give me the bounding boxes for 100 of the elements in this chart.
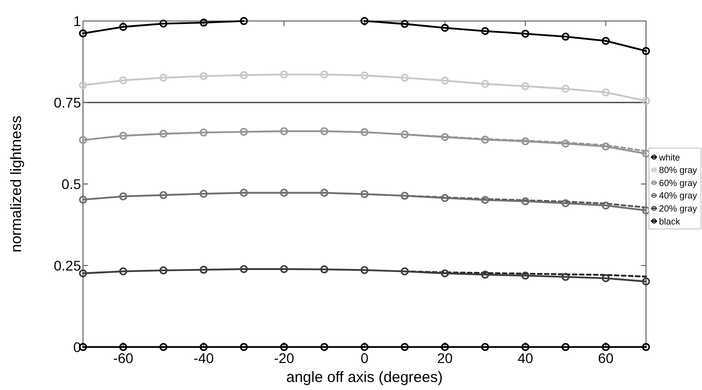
point <box>79 269 87 278</box>
legend-label: black <box>659 216 681 226</box>
point <box>159 74 168 82</box>
point <box>240 343 248 351</box>
point <box>200 128 208 136</box>
point <box>440 343 449 351</box>
point <box>159 130 168 138</box>
point <box>79 136 87 144</box>
point <box>521 272 530 280</box>
point <box>240 188 248 197</box>
y-tick-label: 0.75 <box>54 94 82 110</box>
x-tick-label: -40 <box>194 350 214 366</box>
point <box>119 343 128 351</box>
point <box>280 127 288 136</box>
point <box>159 191 168 200</box>
point <box>602 343 610 351</box>
point <box>440 133 449 142</box>
point <box>320 343 328 351</box>
point <box>79 196 87 204</box>
point <box>200 266 208 274</box>
y-tick-label: 0.25 <box>54 257 82 274</box>
point <box>360 71 368 80</box>
point <box>200 72 208 80</box>
point <box>240 265 248 274</box>
point <box>481 136 490 144</box>
point <box>360 266 368 274</box>
point <box>159 343 168 351</box>
x-tick-label: -20 <box>274 350 294 366</box>
point <box>400 20 409 28</box>
point <box>159 20 168 28</box>
legend-label: white <box>658 152 680 162</box>
point <box>440 194 449 202</box>
point <box>562 199 570 208</box>
point <box>280 265 288 274</box>
legend-label: 60% gray <box>659 178 698 188</box>
point <box>562 84 570 93</box>
point <box>521 343 530 351</box>
point <box>602 274 610 282</box>
legend-label: 40% gray <box>659 190 698 201</box>
point <box>119 22 128 31</box>
x-tick-label: 60 <box>598 350 614 366</box>
point <box>602 88 610 96</box>
point <box>280 188 288 197</box>
point <box>481 80 490 88</box>
point <box>440 24 449 32</box>
x-tick-label: -60 <box>113 350 134 366</box>
point <box>200 343 208 351</box>
point <box>400 130 409 138</box>
point <box>79 29 87 38</box>
point <box>642 96 650 105</box>
point <box>360 343 368 351</box>
point <box>602 142 610 151</box>
point <box>562 343 570 351</box>
point <box>119 132 128 140</box>
point <box>440 269 449 278</box>
x-axis-title: angle off axis (degrees) <box>286 369 443 386</box>
legend-label: 20% gray <box>659 203 698 214</box>
point <box>360 17 368 25</box>
y-axis-title: normalized lightness <box>8 116 25 252</box>
point <box>360 128 368 136</box>
point <box>602 36 610 45</box>
point <box>642 46 650 55</box>
point <box>521 137 530 146</box>
point <box>280 70 288 78</box>
x-tick-label: 20 <box>437 350 453 366</box>
point <box>481 196 490 204</box>
point <box>521 30 530 38</box>
point <box>440 76 449 85</box>
point <box>200 190 208 198</box>
point <box>481 343 490 351</box>
point <box>642 277 650 286</box>
point <box>320 70 328 78</box>
point <box>400 192 409 200</box>
point <box>400 267 409 276</box>
point <box>119 192 128 200</box>
point <box>240 128 248 136</box>
y-tick-label: 0.5 <box>62 176 82 192</box>
point <box>119 76 128 84</box>
point <box>562 272 570 281</box>
point <box>119 267 128 276</box>
point <box>562 32 570 41</box>
point <box>642 343 650 351</box>
point <box>521 82 530 90</box>
point <box>240 17 248 25</box>
x-tick-label: 40 <box>518 350 534 366</box>
point <box>481 270 490 279</box>
point <box>400 74 409 82</box>
point <box>521 197 530 206</box>
point <box>400 343 409 351</box>
point <box>280 343 288 351</box>
point <box>200 18 208 27</box>
point <box>481 27 490 36</box>
point <box>240 71 248 80</box>
point <box>320 265 328 274</box>
point <box>320 188 328 197</box>
legend-label: 80% gray <box>659 165 698 176</box>
point <box>159 266 168 274</box>
point <box>79 81 87 90</box>
y-tick-label: 1 <box>73 12 82 29</box>
point <box>320 127 328 136</box>
